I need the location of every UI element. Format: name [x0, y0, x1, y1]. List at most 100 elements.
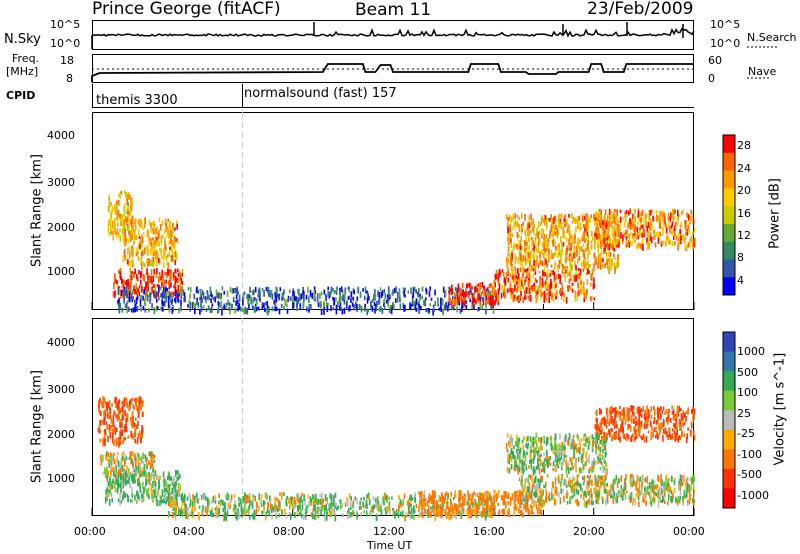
- power-cell: [202, 292, 205, 299]
- velocity-cell: [654, 484, 656, 489]
- power-cell: [125, 238, 128, 243]
- velocity-cell: [430, 495, 432, 501]
- power-cell: [554, 282, 556, 289]
- velocity-cell: [132, 475, 134, 481]
- power-cell: [389, 305, 392, 311]
- velocity-colorbar-swatch: [723, 371, 735, 392]
- power-cell: [508, 260, 510, 265]
- velocity-cell: [545, 490, 548, 497]
- power-cell: [496, 269, 498, 276]
- velocity-cell: [641, 480, 643, 486]
- power-cell: [129, 268, 131, 274]
- power-cell: [654, 242, 657, 248]
- velocity-cell: [323, 505, 326, 509]
- velocity-cell: [116, 487, 119, 494]
- velocity-cell: [316, 510, 319, 514]
- velocity-cell: [407, 499, 409, 505]
- power-cell: [124, 190, 126, 194]
- velocity-cell: [321, 498, 324, 503]
- velocity-cell: [104, 431, 107, 436]
- velocity-cell: [299, 503, 301, 510]
- velocity-cell: [198, 505, 201, 509]
- power-cell: [113, 279, 116, 284]
- power-cell: [370, 304, 372, 310]
- power-cell: [154, 284, 157, 290]
- power-cell: [573, 252, 575, 259]
- power-cell: [292, 288, 295, 293]
- power-cell: [670, 224, 673, 229]
- power-cell: [157, 291, 159, 298]
- power-cell: [127, 216, 130, 223]
- power-cell: [153, 239, 155, 245]
- velocity-cell: [122, 440, 124, 445]
- power-cell: [381, 290, 384, 297]
- power-cell: [669, 228, 672, 235]
- velocity-cell: [113, 466, 115, 473]
- power-cell: [118, 302, 120, 306]
- velocity-cell: [314, 504, 316, 511]
- power-cell: [237, 305, 239, 312]
- velocity-cell: [99, 419, 102, 426]
- power-cell: [131, 233, 134, 241]
- velocity-cell: [122, 473, 125, 480]
- velocity-cell: [134, 494, 136, 501]
- velocity-cell: [116, 403, 119, 410]
- power-cell: [511, 271, 514, 277]
- power-cell: [253, 290, 255, 295]
- power-cell: [522, 271, 524, 277]
- velocity-cell: [192, 494, 194, 501]
- velocity-cell: [352, 500, 355, 505]
- power-cell: [491, 291, 494, 296]
- velocity-cell: [512, 494, 515, 501]
- power-cell: [586, 243, 589, 250]
- velocity-cell: [630, 474, 632, 479]
- velocity-cell: [194, 500, 196, 506]
- power-cell: [618, 234, 621, 240]
- velocity-cell: [519, 503, 521, 509]
- power-cell: [671, 241, 674, 247]
- power-cell: [561, 286, 564, 291]
- power-cell: [124, 255, 127, 261]
- power-cell: [378, 307, 381, 312]
- velocity-cell: [119, 492, 121, 500]
- power-cell: [579, 268, 582, 273]
- velocity-cell: [419, 497, 421, 505]
- velocity-cell: [134, 430, 136, 438]
- velocity-cell: [225, 512, 228, 520]
- velocity-cell: [181, 511, 184, 517]
- velocity-cell: [582, 481, 585, 486]
- velocity-cell: [420, 512, 423, 518]
- power-cell: [174, 245, 176, 251]
- power-cell: [434, 300, 437, 307]
- power-cell: [123, 286, 126, 292]
- power-cell: [520, 235, 523, 243]
- velocity-cell: [687, 499, 689, 504]
- power-cell: [516, 296, 518, 302]
- power-cell: [363, 306, 366, 312]
- power-ytick-3000: 3000: [47, 176, 75, 189]
- velocity-cell: [516, 504, 518, 509]
- power-cell: [637, 208, 640, 213]
- velocity-cell: [137, 413, 140, 419]
- power-cell: [108, 218, 111, 222]
- power-cell: [193, 293, 196, 300]
- power-cell: [512, 296, 515, 303]
- power-cell: [619, 223, 621, 230]
- power-cell: [517, 234, 520, 238]
- velocity-cell: [163, 487, 166, 493]
- power-cell: [132, 307, 135, 313]
- velocity-cell: [571, 480, 573, 487]
- velocity-cell: [105, 421, 108, 426]
- power-cell: [625, 210, 628, 215]
- power-cell: [688, 241, 691, 248]
- velocity-cell: [525, 491, 528, 495]
- velocity-cell: [109, 407, 111, 415]
- power-cell: [544, 214, 547, 220]
- velocity-cell: [108, 460, 110, 465]
- power-cell: [565, 270, 567, 274]
- power-cell: [634, 208, 636, 214]
- velocity-cell: [624, 491, 626, 496]
- velocity-cell: [468, 513, 470, 519]
- velocity-cell: [289, 501, 291, 507]
- power-cell: [427, 308, 430, 314]
